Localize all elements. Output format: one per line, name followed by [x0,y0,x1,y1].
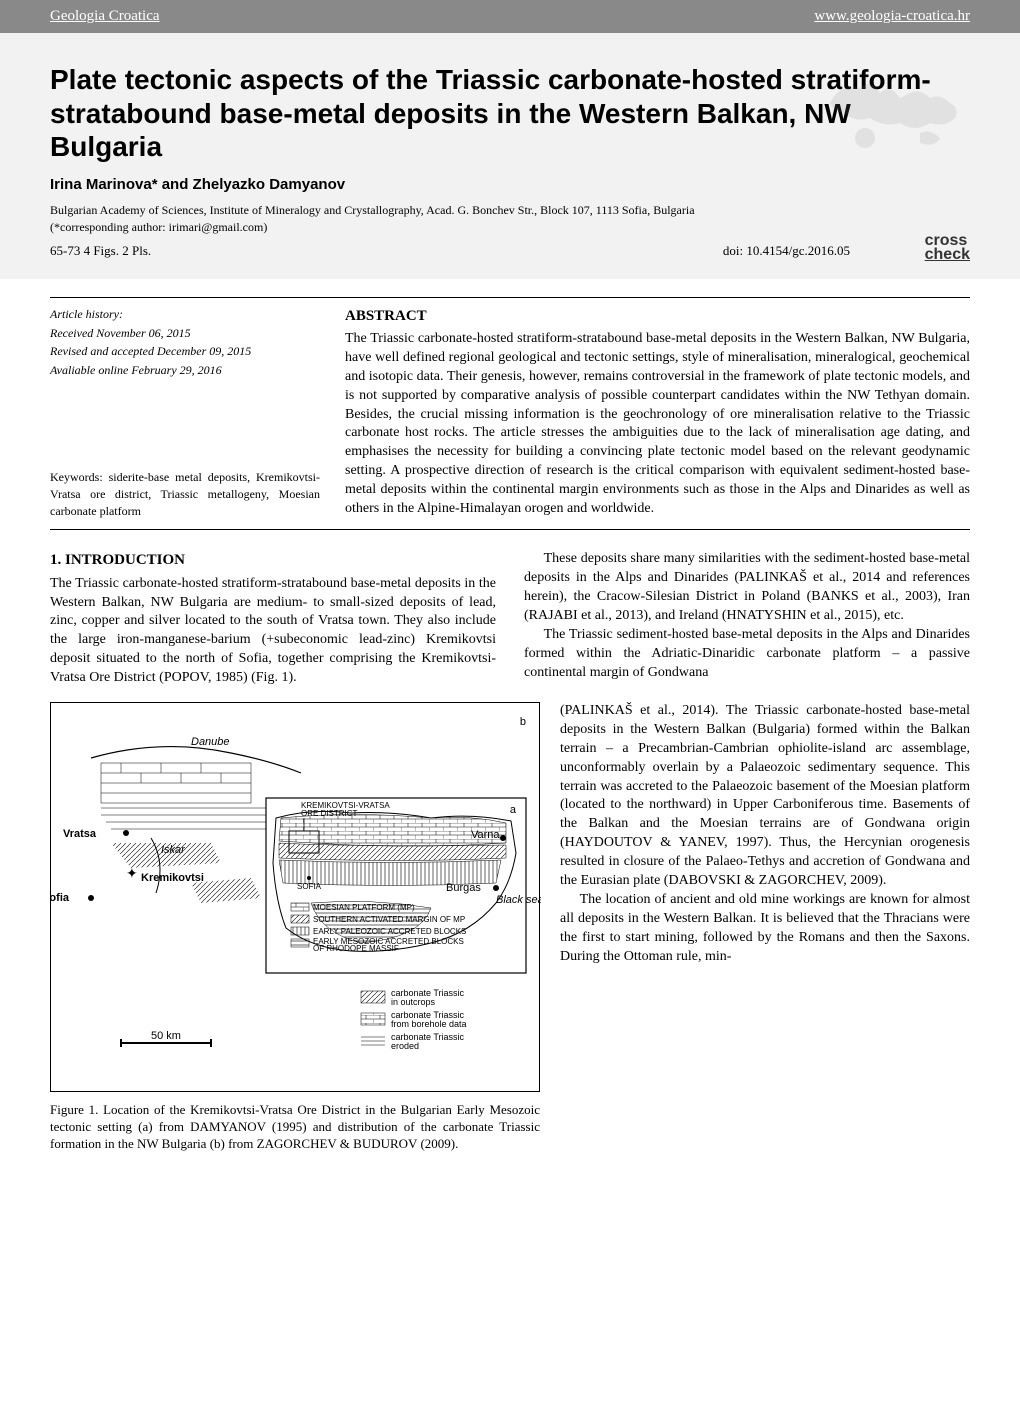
intro-p3: The Triassic sediment-hosted base-metal … [524,626,970,683]
rule-top [50,297,970,298]
varna-label: Varna [471,829,500,841]
figure-1-caption: Figure 1. Location of the Kremikovtsi-Vr… [50,1102,540,1153]
svg-text:from borehole data: from borehole data [391,1019,467,1029]
page-header: Geologia Croatica www.geologia-croatica.… [0,0,1020,33]
scale-label: 50 km [151,1030,181,1042]
svg-text:MOESIAN PLATFORM (MP): MOESIAN PLATFORM (MP) [313,903,415,912]
page-figs-info: 65-73 4 Figs. 2 Pls. [50,243,151,259]
svg-text:eroded: eroded [391,1041,419,1051]
history-revised: Revised and accepted December 09, 2015 [50,343,320,360]
sofia-label: Sofia [51,892,70,904]
svg-text:SOFIA: SOFIA [297,882,322,891]
corresponding-author: (*corresponding author: irimari@gmail.co… [50,220,970,235]
history-received: Received November 06, 2015 [50,325,320,342]
rule-bottom [50,529,970,530]
borehole-area [101,763,251,803]
journal-url: www.geologia-croatica.hr [814,8,970,25]
history-label: Article history: [50,306,320,323]
inset-b-label: b [520,716,526,728]
svg-text:in outcrops: in outcrops [391,997,436,1007]
authors: Irina Marinova* and Zhelyazko Damyanov [50,176,970,193]
intro-p1: The Triassic carbonate-hosted stratiform… [50,575,496,688]
crosscheck-bottom: check [925,248,970,262]
inset-a-label: a [510,804,517,816]
crosscheck-icon: cross check [925,234,970,263]
article-history: Article history: Received November 06, 2… [50,306,320,520]
svg-text:SOUTHERN ACTIVATED MARGIN OF M: SOUTHERN ACTIVATED MARGIN OF MP [313,915,465,924]
affiliation: Bulgarian Academy of Sciences, Institute… [50,203,970,218]
keywords: Keywords: siderite-base metal deposits, … [50,469,320,519]
intro-heading: 1. INTRODUCTION [50,550,496,570]
right-p2: The location of ancient and old mine wor… [560,891,970,967]
right-column-text: (PALINKAŠ et al., 2014). The Triassic ca… [560,702,970,1153]
title-block: Plate tectonic aspects of the Triassic c… [0,33,1020,279]
doi: doi: 10.4154/gc.2016.05 [723,243,850,259]
history-online: Avaliable online February 29, 2016 [50,362,320,379]
journal-name: Geologia Croatica [50,8,160,25]
svg-text:OF RHODOPE MASSIF: OF RHODOPE MASSIF [313,944,399,953]
right-p1: (PALINKAŠ et al., 2014). The Triassic ca… [560,702,970,891]
vratsa-label: Vratsa [63,828,97,840]
burgas-label: Burgas [446,882,481,894]
svg-text:ORE DISTRICT: ORE DISTRICT [301,809,358,818]
danube-label: Danube [191,736,230,748]
abstract-heading: ABSTRACT [345,306,970,326]
figure-1: b Danube [50,702,540,1092]
abstract-text: The Triassic carbonate-hosted stratiform… [345,330,970,519]
svg-text:EARLY PALEOZOIC ACCRETED BLOCK: EARLY PALEOZOIC ACCRETED BLOCKS [313,927,466,936]
world-map-icon [820,63,970,163]
blacksea-label: Black sea [496,894,541,906]
intro-p2: These deposits share many similarities w… [524,550,970,626]
kremikovtsi-label: Kremikovtsi [141,872,204,884]
